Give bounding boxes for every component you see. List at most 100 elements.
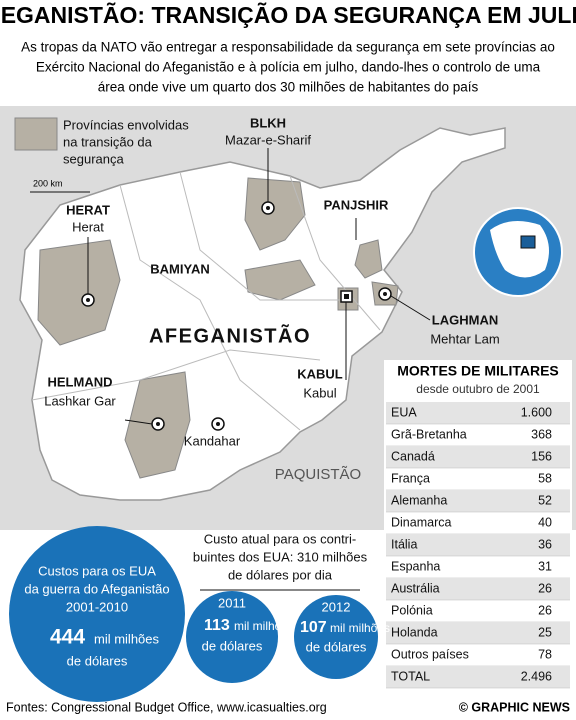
death-count: 1.600 [521, 405, 552, 419]
table-row-shade [386, 402, 570, 424]
country-name: Holanda [391, 625, 438, 639]
credit: © GRAPHIC NEWS [459, 700, 570, 714]
year-unit: de dólares [306, 639, 367, 654]
table-rows: EUA 1.600 Grã-Bretanha 368 Canadá 156 França 58… [386, 402, 570, 689]
year-unit: de dólares [202, 638, 263, 653]
cost-note: de dólares por dia [228, 567, 333, 582]
cost-label: da guerra do Afeganistão [24, 581, 169, 596]
city-label: Herat [72, 219, 104, 234]
death-count: 58 [538, 471, 552, 485]
province-bamiyan [244, 259, 316, 301]
city-dot [216, 422, 220, 426]
city-label: Lashkar Gar [44, 393, 116, 408]
city-dot [86, 298, 90, 302]
death-count: 2.496 [521, 669, 552, 683]
cost-value: 444 [50, 626, 85, 649]
year-label: 2012 [322, 599, 351, 614]
death-count: 36 [538, 537, 552, 551]
province-label: BLKH [250, 115, 286, 130]
cost-unit: de dólares [67, 653, 128, 668]
cost-label: Custos para os EUA [38, 563, 156, 578]
leader-line [124, 419, 153, 425]
province-panjshir [354, 239, 383, 279]
leader-line [390, 295, 431, 321]
province-label: PANJSHIR [324, 197, 389, 212]
cost-note: buintes dos EUA: 310 milhões [193, 549, 368, 564]
province-label: HELMAND [48, 374, 113, 389]
city-label: Mehtar Lam [430, 331, 499, 346]
legend-label: na transição da [63, 134, 153, 149]
table-row-shade [386, 446, 570, 468]
scale-label: 200 km [33, 178, 63, 188]
source: Fontes: Congressional Budget Office, www… [6, 700, 327, 714]
neighbor-label: PAQUISTÃO [275, 466, 361, 483]
country-name: Espanha [391, 559, 440, 573]
capital-dot [344, 294, 349, 299]
province-label: KABUL [297, 366, 343, 381]
title: AFEGANISTÃO: TRANSIÇÃO DA SEGURANÇA EM J… [0, 1, 576, 28]
country-name: Austrália [391, 581, 440, 595]
year-unit: mil milhões [330, 621, 390, 635]
table-subtitle: desde outubro de 2001 [416, 382, 540, 396]
cost-unit: mil milhões [94, 631, 160, 646]
city-label: Kabul [303, 385, 336, 400]
country-name: TOTAL [391, 669, 430, 683]
death-count: 25 [538, 625, 552, 639]
legend-label: Províncias envolvidas [63, 117, 189, 132]
province-label: HERAT [66, 202, 110, 217]
table-row-shade [386, 622, 570, 644]
country-name: Grã-Bretanha [391, 427, 467, 441]
subtitle: As tropas da NATO vão entregar a respons… [21, 40, 555, 55]
country-name: EUA [391, 405, 417, 419]
death-count: 26 [538, 603, 552, 617]
country-name: Outros países [391, 647, 469, 661]
globe-land [490, 221, 549, 278]
province-borders [31, 171, 381, 431]
year-value: 113 [204, 617, 230, 634]
death-count: 78 [538, 647, 552, 661]
year-circle [186, 591, 278, 683]
table-row-shade [386, 534, 570, 556]
country-label: AFEGANISTÃO [149, 324, 311, 347]
subtitle: Exército Nacional do Afeganistão e à pol… [36, 60, 541, 75]
legend-label: segurança [63, 151, 124, 166]
death-count: 26 [538, 581, 552, 595]
table-title: MORTES DE MILITARES [397, 363, 559, 379]
year-value: 107 [300, 619, 327, 636]
death-count: 156 [531, 449, 552, 463]
city-label: Mazar-e-Sharif [225, 132, 311, 147]
table-row-shade [386, 666, 570, 688]
death-count: 52 [538, 493, 552, 507]
death-count: 40 [538, 515, 552, 529]
death-count: 31 [538, 559, 552, 573]
city-dot [266, 206, 270, 210]
cost-circle [9, 526, 185, 702]
province-label: BAMIYAN [150, 261, 209, 276]
country-name: Canadá [391, 449, 435, 463]
city-label: Kandahar [184, 433, 241, 448]
table-row-shade [386, 578, 570, 600]
year-unit: mil milhões [234, 619, 294, 633]
cost-label: 2001-2010 [66, 599, 128, 614]
country-name: Polónia [391, 603, 433, 617]
border [179, 171, 340, 301]
country-name: Alemanha [391, 493, 447, 507]
table-row-shade [386, 490, 570, 512]
legend-swatch [14, 117, 58, 151]
globe-marker [520, 235, 536, 249]
cost-note: Custo atual para os contri- [204, 531, 356, 546]
markers [81, 201, 392, 431]
country-name: Itália [391, 537, 417, 551]
country-name: Dinamarca [391, 515, 451, 529]
province-herat [37, 239, 121, 346]
subtitle: área onde vive um quarto dos 30 milhões … [98, 80, 479, 95]
province-blkh [244, 177, 306, 251]
year-label: 2011 [218, 595, 246, 610]
year-circle [294, 595, 378, 679]
city-dot [156, 422, 160, 426]
country-name: França [391, 471, 430, 485]
border [119, 184, 301, 431]
border [31, 349, 321, 401]
city-dot [383, 292, 387, 296]
